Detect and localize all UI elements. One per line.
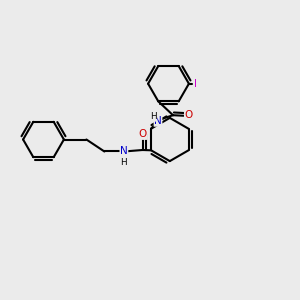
Text: I: I bbox=[194, 79, 197, 89]
Text: N: N bbox=[120, 146, 128, 157]
Text: N: N bbox=[154, 116, 162, 126]
Text: H: H bbox=[121, 158, 127, 167]
Text: O: O bbox=[138, 129, 147, 140]
Text: O: O bbox=[184, 110, 193, 120]
Text: H: H bbox=[150, 112, 157, 121]
